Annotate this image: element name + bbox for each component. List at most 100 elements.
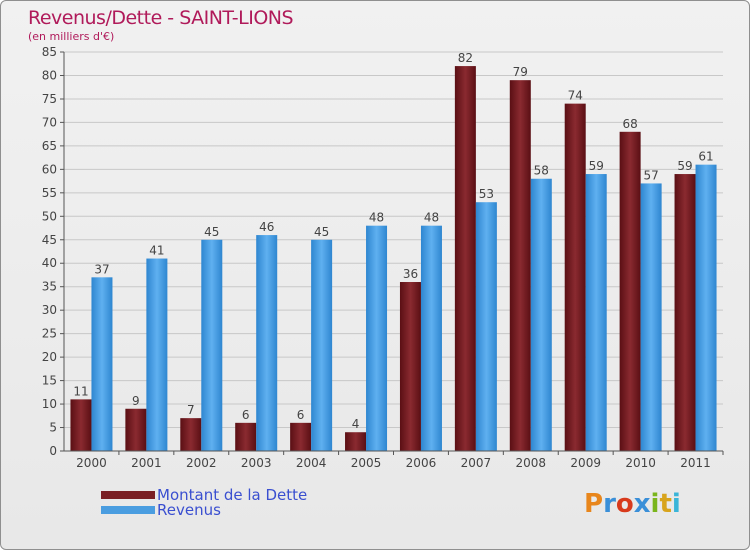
y-tick-label: 55 bbox=[42, 186, 57, 200]
y-tick-label: 75 bbox=[42, 92, 57, 106]
bar-revenus bbox=[366, 225, 388, 451]
bar-debt bbox=[509, 80, 531, 451]
y-tick-label: 5 bbox=[49, 421, 57, 435]
bar-debt bbox=[619, 131, 641, 452]
data-label: 46 bbox=[259, 220, 274, 234]
bar-debt bbox=[564, 103, 586, 452]
y-axis-ticks: 0 5 10 15 20 25 30 35 40 45 50 55 60 65 70 75 80 85 bbox=[42, 45, 64, 458]
x-tick-label: 2005 bbox=[351, 456, 382, 470]
legend-item-revenus: Revenus bbox=[101, 500, 307, 519]
data-label: 48 bbox=[424, 211, 439, 225]
y-tick-label: 30 bbox=[42, 303, 57, 317]
logo-letter: i bbox=[650, 489, 660, 519]
legend-label-debt: Montant de la Dette bbox=[157, 485, 308, 504]
bar-revenus bbox=[640, 183, 662, 451]
x-tick-label: 2008 bbox=[516, 456, 547, 470]
chart-subtitle: (en milliers d'€) bbox=[28, 30, 115, 43]
data-label: 48 bbox=[369, 211, 384, 225]
bar-debt bbox=[180, 418, 202, 451]
legend: Montant de la Dette Revenus bbox=[101, 485, 308, 519]
bar-debt bbox=[399, 282, 421, 451]
x-tick-label: 2000 bbox=[76, 456, 107, 470]
data-label: 82 bbox=[458, 51, 473, 65]
y-tick-label: 70 bbox=[42, 115, 57, 129]
x-tick-label: 2007 bbox=[461, 456, 492, 470]
data-label: 41 bbox=[149, 244, 164, 258]
grid-lines bbox=[64, 51, 723, 452]
data-label: 74 bbox=[568, 89, 583, 103]
bar-debt bbox=[454, 66, 476, 452]
x-tick-label: 2006 bbox=[406, 456, 437, 470]
x-axis-ticks: 2000 2001 2002 2003 2004 2005 2006 2007 2008 2009… bbox=[76, 451, 724, 470]
logo-letter: r bbox=[603, 489, 616, 519]
data-label: 59 bbox=[589, 159, 604, 173]
bar-debt bbox=[70, 399, 92, 451]
legend-label-revenus: Revenus bbox=[157, 500, 221, 519]
y-tick-label: 45 bbox=[42, 233, 57, 247]
data-label: 45 bbox=[204, 225, 219, 239]
x-tick-label: 2010 bbox=[625, 456, 656, 470]
x-tick-label: 2004 bbox=[296, 456, 327, 470]
y-tick-label: 80 bbox=[42, 68, 57, 82]
bar-revenus bbox=[695, 164, 717, 452]
data-label: 45 bbox=[314, 225, 329, 239]
y-tick-label: 20 bbox=[42, 350, 57, 364]
y-tick-label: 60 bbox=[42, 162, 57, 176]
y-tick-label: 25 bbox=[42, 327, 57, 341]
x-tick-label: 2001 bbox=[131, 456, 162, 470]
data-label: 9 bbox=[132, 394, 140, 408]
chart-title: Revenus/Dette - SAINT-LIONS bbox=[28, 7, 294, 29]
bar-revenus bbox=[201, 239, 223, 451]
bar-revenus bbox=[585, 174, 607, 451]
logo-letter: P bbox=[584, 489, 604, 519]
data-label: 6 bbox=[297, 408, 305, 422]
logo-letter: o bbox=[615, 489, 634, 519]
data-label: 59 bbox=[677, 159, 692, 173]
data-label: 37 bbox=[94, 262, 109, 276]
bars: 11 37 9 41 7 45 6 46 6 45 4 48 36 48 82 53 79 58 74 59 68 57 5… bbox=[70, 51, 717, 452]
y-tick-label: 50 bbox=[42, 209, 57, 223]
bar-revenus bbox=[146, 258, 168, 451]
bar-revenus bbox=[91, 277, 113, 451]
y-tick-label: 65 bbox=[42, 139, 57, 153]
y-tick-label: 85 bbox=[42, 45, 57, 59]
data-label: 7 bbox=[187, 403, 195, 417]
y-tick-label: 10 bbox=[42, 397, 57, 411]
data-label: 36 bbox=[403, 267, 418, 281]
bar-debt bbox=[674, 174, 696, 451]
data-label: 6 bbox=[242, 408, 250, 422]
y-tick-label: 35 bbox=[42, 280, 57, 294]
logo-letter: i bbox=[671, 489, 681, 519]
y-tick-label: 0 bbox=[49, 444, 57, 458]
x-tick-label: 2002 bbox=[186, 456, 217, 470]
bar-revenus bbox=[475, 202, 497, 451]
bar-debt bbox=[125, 408, 147, 451]
logo-letter: x bbox=[633, 489, 651, 519]
x-tick-label: 2003 bbox=[241, 456, 272, 470]
y-tick-label: 40 bbox=[42, 256, 57, 270]
x-tick-label: 2011 bbox=[680, 456, 711, 470]
legend-swatch-debt bbox=[101, 490, 155, 499]
proxiti-logo: Proxiti bbox=[584, 489, 681, 519]
data-label: 58 bbox=[534, 164, 549, 178]
bar-debt bbox=[290, 422, 312, 451]
bar-revenus bbox=[530, 178, 552, 451]
bar-revenus bbox=[420, 225, 442, 451]
data-label: 53 bbox=[479, 187, 494, 201]
bar-revenus bbox=[311, 239, 333, 451]
bar-debt bbox=[345, 432, 367, 451]
bar-revenus bbox=[256, 235, 278, 451]
data-label: 68 bbox=[622, 117, 637, 131]
x-tick-label: 2009 bbox=[570, 456, 601, 470]
data-label: 4 bbox=[352, 417, 360, 431]
legend-swatch-revenus bbox=[101, 505, 155, 514]
y-tick-label: 15 bbox=[42, 374, 57, 388]
data-label: 11 bbox=[73, 384, 88, 398]
data-label: 79 bbox=[513, 65, 528, 79]
data-label: 61 bbox=[698, 150, 713, 164]
data-label: 57 bbox=[643, 168, 658, 182]
bar-debt bbox=[235, 422, 257, 451]
logo-letter: t bbox=[659, 489, 672, 519]
